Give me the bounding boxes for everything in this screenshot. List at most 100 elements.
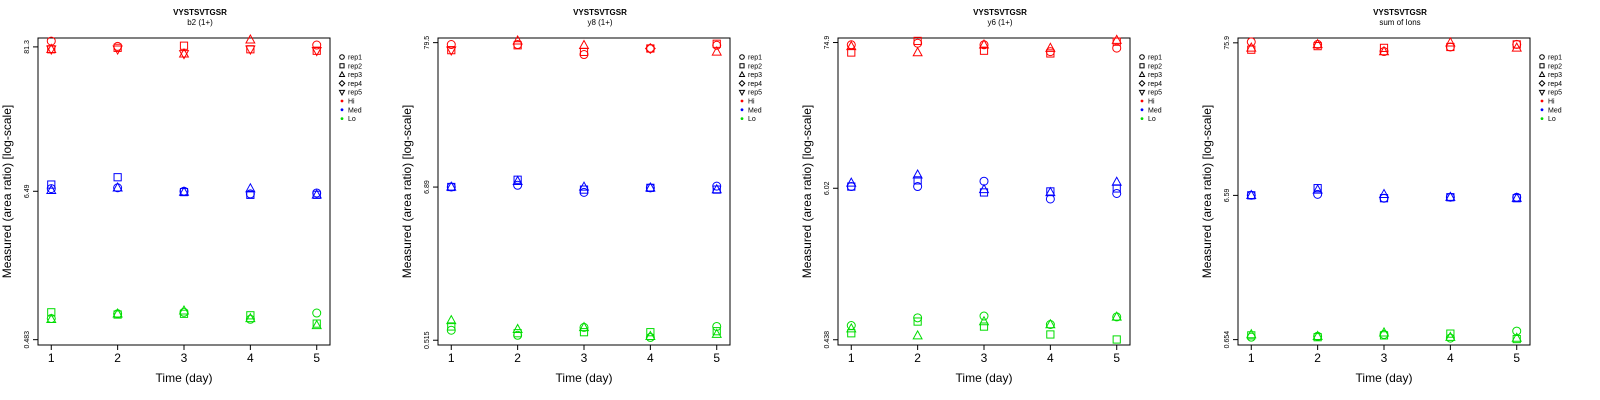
- data-point: [1512, 40, 1521, 49]
- x-tick-label: 4: [1447, 351, 1454, 365]
- y-tick-label: 6.89: [424, 180, 431, 194]
- plot-frame: [1237, 37, 1531, 346]
- data-point: [579, 185, 589, 194]
- legend-marker: [1140, 99, 1144, 103]
- legend-marker: [739, 54, 745, 60]
- data-point: [1246, 189, 1257, 200]
- legend-label: rep5: [348, 90, 362, 97]
- data-point: [978, 315, 990, 326]
- data-point: [1112, 37, 1121, 46]
- data-point: [1111, 176, 1122, 186]
- legend-marker: [739, 63, 745, 69]
- legend-label: rep4: [1548, 81, 1562, 88]
- data-point: [847, 182, 856, 191]
- data-point: [1045, 318, 1056, 329]
- legend-marker: [339, 54, 345, 60]
- x-tick-label: 4: [247, 351, 254, 365]
- data-point: [446, 46, 457, 56]
- data-point: [979, 322, 989, 331]
- data-point: [846, 177, 857, 187]
- legend-marker: [1139, 63, 1145, 69]
- data-point: [712, 327, 721, 336]
- data-point: [113, 173, 122, 182]
- data-point: [311, 319, 322, 330]
- data-point: [979, 311, 989, 321]
- data-point: [846, 40, 857, 51]
- y-axis-label: Measured (area ratio) [log-scale]: [400, 105, 414, 278]
- data-point: [712, 40, 722, 50]
- data-point: [1247, 331, 1256, 340]
- data-point: [245, 312, 256, 323]
- legend-label: Hi: [1548, 99, 1555, 106]
- legend-label: rep5: [1548, 90, 1562, 97]
- data-point: [246, 311, 255, 320]
- legend-label: Hi: [348, 99, 355, 106]
- x-tick-label: 1: [848, 351, 855, 365]
- x-axis-label: Time (day): [156, 371, 213, 385]
- legend-label: rep1: [1548, 55, 1562, 62]
- y-tick-label: 6.02: [824, 181, 831, 195]
- data-point: [1312, 38, 1323, 49]
- data-point: [311, 47, 322, 57]
- data-point: [512, 175, 523, 185]
- x-tick-label: 4: [647, 351, 654, 365]
- x-tick-label: 5: [1513, 351, 1520, 365]
- legend-label: rep1: [748, 55, 762, 62]
- data-point: [178, 186, 190, 196]
- data-point: [1046, 49, 1055, 58]
- x-tick-label: 3: [181, 351, 188, 365]
- legend-marker: [1538, 70, 1546, 77]
- data-point: [112, 45, 123, 56]
- chart-subtitle: y6 (1+): [987, 18, 1013, 27]
- plot-frame: [437, 37, 731, 346]
- data-point: [847, 329, 856, 338]
- data-point: [1445, 331, 1456, 341]
- y-tick-label: 6.49: [24, 184, 31, 198]
- data-point: [179, 307, 189, 317]
- data-point: [1112, 43, 1122, 53]
- data-point: [245, 33, 256, 44]
- legend-label: Med: [1548, 107, 1562, 114]
- y-tick-label: 74.9: [824, 36, 831, 50]
- legend-marker: [340, 108, 344, 112]
- data-point: [912, 329, 923, 340]
- chart-panel-y6: VYSTSVTGSR y6 (1+) 1 2 3 4 5 0.438 6.02 74.9 Tim…: [800, 0, 1200, 400]
- legend-marker: [1138, 70, 1146, 77]
- legend-label: rep1: [1148, 55, 1162, 62]
- data-point: [578, 321, 590, 332]
- legend-marker: [740, 99, 744, 103]
- data-point: [912, 46, 923, 57]
- x-tick-label: 1: [448, 351, 455, 365]
- data-point: [245, 182, 256, 193]
- data-point: [1045, 42, 1056, 52]
- data-point: [513, 40, 523, 50]
- chart-title: VYSTSVTGSR: [973, 8, 1027, 17]
- data-point: [1379, 193, 1389, 203]
- data-point: [446, 181, 457, 191]
- legend-label: Hi: [1148, 99, 1155, 106]
- plot-frame: [837, 37, 1131, 346]
- chart-panel-y8: VYSTSVTGSR y8 (1+) 1 2 3 4 5 0.515 6.89 79.5 Tim…: [400, 0, 800, 400]
- data-point: [1312, 330, 1323, 340]
- data-point: [46, 43, 57, 53]
- data-point: [579, 187, 589, 197]
- legend-marker: [1140, 108, 1144, 112]
- data-point: [644, 42, 656, 54]
- legend-label: rep2: [1548, 63, 1562, 70]
- legend-label: rep2: [1148, 63, 1162, 70]
- legend-label: Med: [348, 107, 362, 114]
- data-point: [645, 330, 656, 341]
- legend-label: rep3: [1148, 72, 1162, 79]
- data-point: [1312, 184, 1323, 194]
- legend-label: rep3: [748, 72, 762, 79]
- data-point: [645, 43, 655, 53]
- y-tick-label: 0.483: [24, 331, 31, 349]
- x-tick-label: 2: [914, 351, 921, 365]
- y-axis-label: Measured (area ratio) [log-scale]: [1200, 105, 1214, 278]
- data-point: [1445, 333, 1455, 343]
- data-point: [646, 328, 655, 337]
- chart-title: VYSTSVTGSR: [1373, 8, 1427, 17]
- legend-marker: [740, 117, 744, 120]
- data-point: [711, 328, 722, 338]
- legend-label: rep5: [1148, 90, 1162, 97]
